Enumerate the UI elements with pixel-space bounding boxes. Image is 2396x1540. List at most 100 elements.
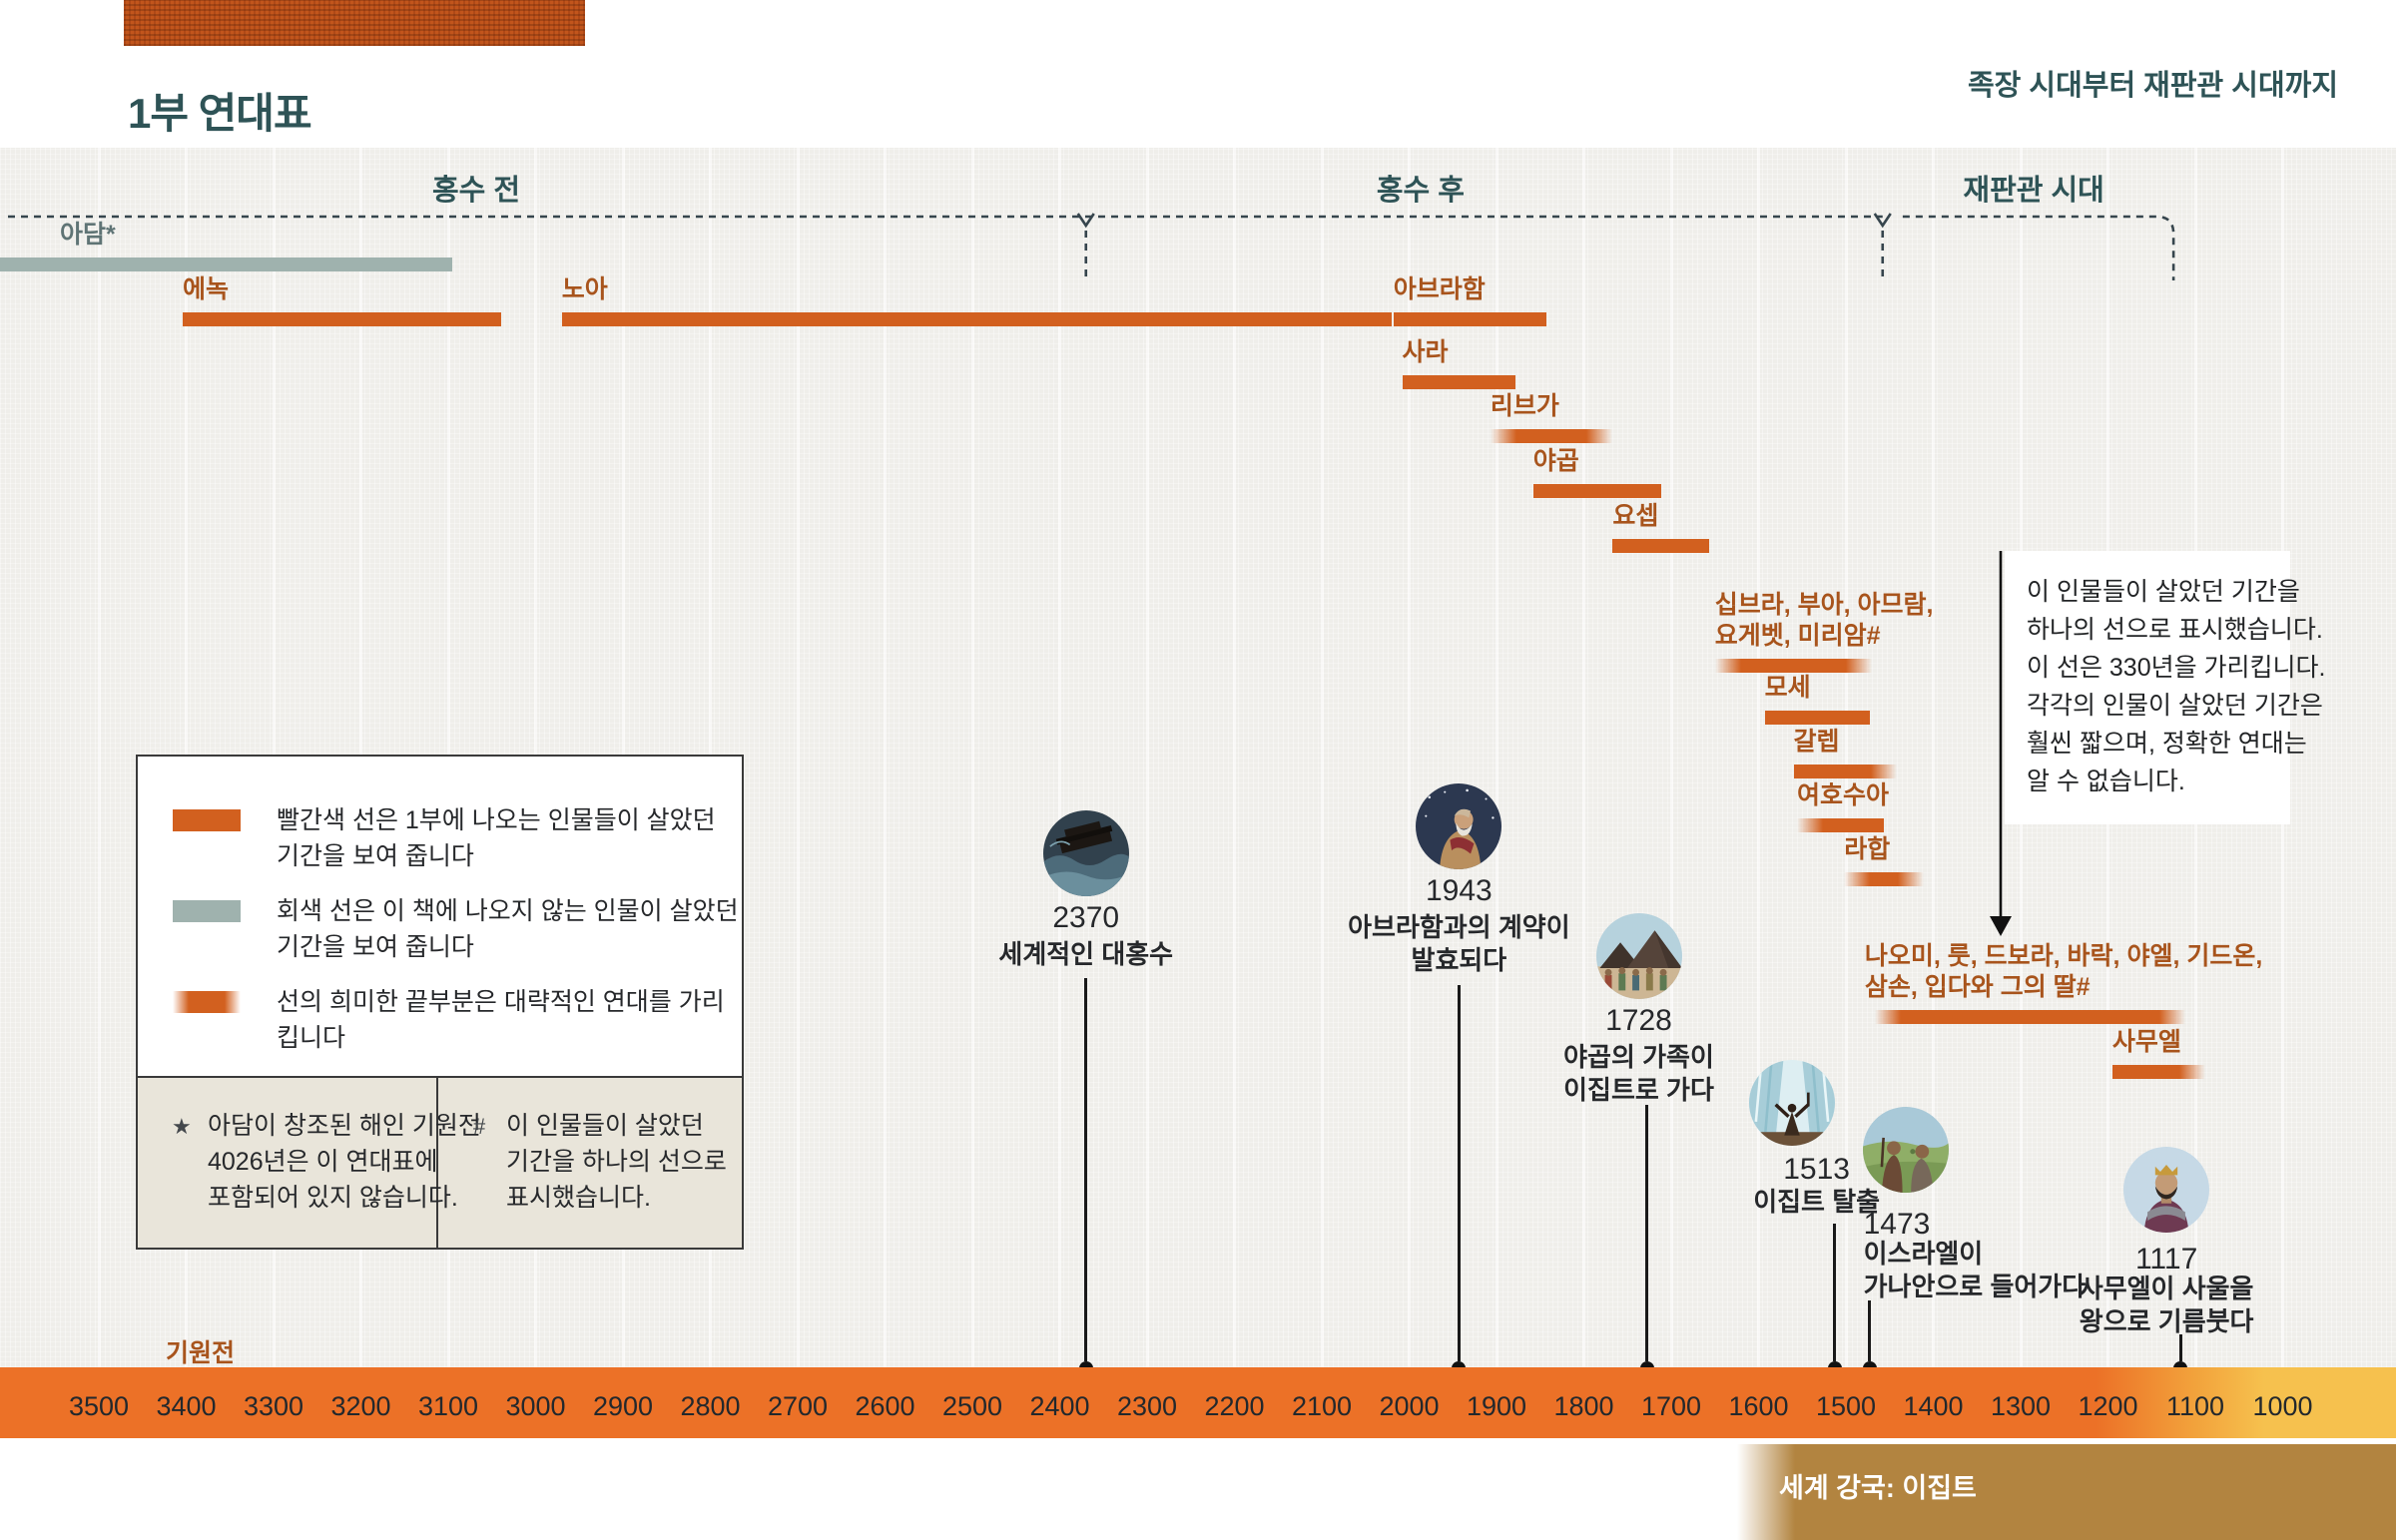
person-bar-3 (1393, 312, 1546, 326)
bce-label: 기원전 (166, 1339, 236, 1367)
event-line-5 (2178, 1334, 2182, 1361)
person-label-7: 요셉 (1612, 501, 1658, 532)
event-label-line: 이스라엘이 (1863, 1239, 1984, 1269)
flood-ark-icon (1042, 810, 1129, 896)
pyramids-icon (1595, 913, 1682, 999)
person-bar-8 (1714, 659, 1873, 673)
axis-tick: 2200 (1204, 1391, 1265, 1421)
axis-tick: 3000 (505, 1391, 566, 1421)
person-label-12: 라합 (1844, 834, 1890, 865)
person-label-line: 아브라함 (1393, 275, 1486, 303)
event-label-2: 야곱의 가족이 이집트로 가다 (1563, 1041, 1714, 1107)
person-label-13: 나오미, 룻, 드보라, 바락, 야엘, 기드온, 삼손, 입다와 그의 딸# (1865, 941, 2262, 1003)
axis-tick: 3500 (68, 1391, 130, 1421)
chart-area (0, 148, 2396, 1367)
gridline (1932, 148, 1935, 1367)
info-line: 각각의 인물이 살았던 기간은 (2027, 692, 2323, 720)
event-label-line: 가나안으로 들어가다 (1863, 1272, 2087, 1301)
footnote-line: 이 인물들이 살았던 (506, 1112, 704, 1140)
person-label-line: 나오미, 룻, 드보라, 바락, 야엘, 기드온, (1864, 942, 2263, 970)
person-label-8: 십브라, 부아, 아므람, 요게벳, 미리암# (1715, 590, 1934, 652)
event-line-0 (1084, 978, 1088, 1361)
legend-swatch-gray (173, 900, 241, 922)
axis-tick: 2500 (941, 1391, 1003, 1421)
legend-text-line: 빨간색 선은 1부에 나오는 인물들이 살았던 (277, 806, 716, 834)
event-avatar-flood-ark (1042, 810, 1129, 896)
person-label-line: 사무엘 (2111, 1028, 2181, 1056)
axis-tick: 3300 (243, 1391, 304, 1421)
footnote-single-line: 이 인물들이 살았던 기간을 하나의 선으로 표시했습니다. (506, 1108, 727, 1216)
person-label-line: 사라 (1402, 338, 1449, 366)
world-power-label: 세계 강국: 이집트 (1779, 1473, 1977, 1503)
event-label-1: 아브라함과의 계약이 발효되다 (1348, 911, 1570, 977)
event-label-line: 이집트 탈출 (1753, 1187, 1881, 1217)
axis-tick: 2900 (592, 1391, 654, 1421)
person-bar-10 (1793, 765, 1897, 778)
world-power-band: 세계 강국: 이집트 (1737, 1444, 2396, 1540)
person-label-6: 야곱 (1533, 446, 1579, 477)
axis-tick: 1000 (2252, 1391, 2313, 1421)
gridline (1844, 148, 1848, 1367)
footnote-line: 기간을 하나의 선으로 (506, 1148, 727, 1176)
info-line: 이 선은 330년을 가리킵니다. (2027, 654, 2326, 682)
era-label-0: 홍수 전 (431, 175, 521, 207)
event-label-line: 세계적인 대홍수 (998, 939, 1174, 969)
axis-tick: 1400 (1903, 1391, 1964, 1421)
person-label-line: 에녹 (183, 275, 230, 303)
event-avatar-canaan (1862, 1107, 1949, 1193)
event-label-line: 발효되다 (1411, 945, 1507, 975)
red-sea-icon (1748, 1060, 1835, 1146)
person-bar-7 (1612, 539, 1709, 553)
event-label-line: 야곱의 가족이 (1563, 1042, 1714, 1072)
person-label-5: 리브가 (1491, 391, 1559, 422)
event-line-3 (1833, 1224, 1837, 1361)
info-line: 하나의 선으로 표시했습니다. (2027, 616, 2323, 644)
gridline (1669, 148, 1673, 1367)
footnotes: ★ 아담이 창조된 해인 기원전 4026년은 이 연대표에 포함되어 있지 않습니… (136, 1076, 744, 1250)
gridline (97, 148, 101, 1367)
event-avatar-abraham-stars (1416, 783, 1502, 869)
event-avatar-red-sea (1748, 1060, 1835, 1146)
event-year-3: 1513 (1783, 1153, 1850, 1186)
legend-text-line: 기간을 보여 줍니다 (277, 933, 474, 961)
legend-text-line: 회색 선은 이 책에 나오지 않는 인물이 살았던 (277, 897, 739, 925)
person-label-14: 사무엘 (2112, 1027, 2181, 1058)
event-year-1: 1943 (1426, 874, 1493, 907)
axis-tick: 1900 (1466, 1391, 1527, 1421)
person-label-line: 아담* (60, 221, 116, 249)
footnote-divider (436, 1078, 438, 1248)
era-label-2: 재판관 시대 (1963, 175, 2104, 207)
person-label-1: 에녹 (183, 274, 229, 305)
axis-tick: 1200 (2078, 1391, 2138, 1421)
gridline (1058, 148, 1061, 1367)
event-line-1 (1457, 985, 1461, 1361)
abraham-stars-icon (1416, 783, 1502, 869)
person-label-2: 노아 (562, 274, 608, 305)
person-label-11: 여호수아 (1797, 780, 1889, 811)
person-bar-12 (1844, 872, 1924, 886)
footnote-adam: 아담이 창조된 해인 기원전 4026년은 이 연대표에 포함되어 있지 않습니다. (208, 1108, 481, 1216)
gridline (1757, 148, 1760, 1367)
event-label-5: 사무엘이 사울을 왕으로 기름붓다 (2080, 1273, 2254, 1338)
legend-swatch-red-faded (173, 991, 241, 1013)
axis-tick: 2300 (1116, 1391, 1178, 1421)
gridline (796, 148, 800, 1367)
event-label-3: 이집트 탈출 (1753, 1186, 1880, 1219)
legend-text-2: 선의 희미한 끝부분은 대략적인 연대를 가리킵니다 (277, 984, 742, 1056)
person-label-9: 모세 (1765, 673, 1811, 704)
gridline (1145, 148, 1149, 1367)
axis-tick: 3200 (330, 1391, 391, 1421)
axis-tick: 1100 (2165, 1391, 2225, 1421)
page-title: 1부 연대표 (128, 90, 312, 137)
axis-tick: 1500 (1815, 1391, 1877, 1421)
event-label-line: 왕으로 기름붓다 (2079, 1306, 2254, 1336)
person-label-line: 갈렙 (1793, 728, 1840, 756)
canaan-icon (1862, 1107, 1949, 1193)
gridline (1495, 148, 1498, 1367)
event-label-line: 아브라함과의 계약이 (1348, 912, 1570, 942)
axis-tick: 2800 (680, 1391, 741, 1421)
person-label-line: 모세 (1764, 674, 1811, 702)
axis-tick: 2400 (1029, 1391, 1090, 1421)
